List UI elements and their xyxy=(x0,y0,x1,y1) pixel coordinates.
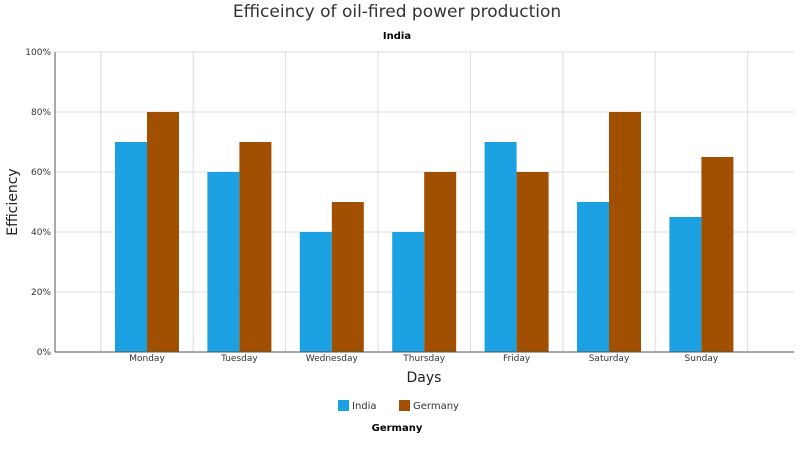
legend-label-germany: Germany xyxy=(413,401,459,412)
y-tick-label: 40% xyxy=(31,228,51,238)
bar-germany-monday xyxy=(147,112,179,352)
y-tick-label: 100% xyxy=(25,48,51,58)
legend: India Germany xyxy=(338,400,459,412)
bar-india-friday xyxy=(484,142,517,352)
chart-title: Efficeincy of oil-fired power production xyxy=(233,2,561,22)
bar-india-monday xyxy=(115,142,147,352)
y-tick-labels: 0% 20% 40% 60% 80% 100% xyxy=(25,48,51,358)
x-tick-label: Saturday xyxy=(589,354,630,364)
bar-germany-thursday xyxy=(424,172,457,352)
bar-india-saturday xyxy=(577,202,609,352)
bar-germany-saturday xyxy=(609,112,641,352)
bar-germany-sunday xyxy=(701,157,734,352)
bar-germany-wednesday xyxy=(331,202,364,352)
bar-india-sunday xyxy=(669,217,702,352)
legend-label-india: India xyxy=(352,401,377,412)
y-tick-label: 60% xyxy=(31,168,51,178)
chart-subtitle: India xyxy=(383,31,411,42)
y-tick-label: 0% xyxy=(37,348,52,358)
bar-india-wednesday xyxy=(299,232,332,352)
y-tick-label: 20% xyxy=(31,288,51,298)
legend-swatch-germany xyxy=(399,400,410,411)
y-axis-title: Efficiency xyxy=(5,168,21,235)
x-axis-title: Days xyxy=(407,370,442,386)
x-tick-label: Monday xyxy=(129,354,165,364)
x-tick-label: Wednesday xyxy=(306,354,359,364)
chart-caption: Germany xyxy=(372,423,423,434)
bar-germany-friday xyxy=(516,172,549,352)
legend-swatch-india xyxy=(338,400,349,411)
x-tick-labels: Monday Tuesday Wednesday Thursday Friday Satu… xyxy=(129,354,719,364)
bar-india-thursday xyxy=(392,232,425,352)
x-tick-label: Thursday xyxy=(402,354,446,364)
x-tick-label: Sunday xyxy=(685,354,719,364)
bar-india-tuesday xyxy=(207,172,240,352)
x-tick-label: Tuesday xyxy=(220,354,258,364)
bar-germany-tuesday xyxy=(239,142,272,352)
bars xyxy=(115,112,734,352)
x-tick-label: Friday xyxy=(503,354,531,364)
y-tick-label: 80% xyxy=(31,108,51,118)
